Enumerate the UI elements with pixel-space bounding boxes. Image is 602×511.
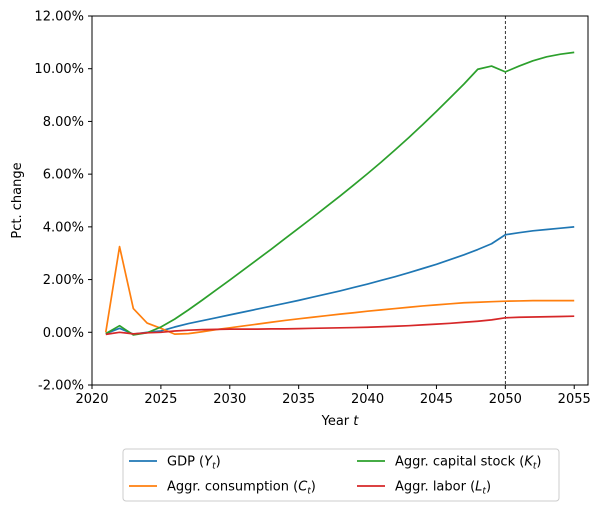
x-tick-label: 2055 <box>558 392 591 407</box>
y-axis-ticks: -2.00% 0.00% 2.00% 4.00% 6.00% 8.00% 10.00% 12.… <box>34 10 92 394</box>
legend-label: GDP (Yt) <box>167 455 221 472</box>
y-tick-label: 2.00% <box>43 273 84 288</box>
y-tick-label: 4.00% <box>43 220 84 235</box>
y-tick-label: 10.00% <box>34 62 84 77</box>
legend-label: Aggr. capital stock (Kt) <box>395 455 541 472</box>
x-tick-label: 2035 <box>282 392 315 407</box>
series-line-4 <box>105 315 575 336</box>
y-tick-label: 8.00% <box>43 115 84 130</box>
y-tick-label: 0.00% <box>43 326 84 341</box>
x-tick-label: 2025 <box>144 392 177 407</box>
x-tick-label: 2045 <box>420 392 453 407</box>
x-tick-label: 2050 <box>489 392 522 407</box>
legend-label: Aggr. consumption (Ct) <box>167 480 316 497</box>
series-line-2 <box>104 245 575 335</box>
y-tick-label: 6.00% <box>43 168 84 183</box>
legend: GDP (Yt) Aggr. consumption (Ct) Aggr. capi… <box>122 448 560 502</box>
y-axis-label: Pct. change <box>10 162 25 238</box>
x-axis-label: Year t <box>321 414 360 429</box>
x-axis-ticks: 2020 2025 2030 2035 2040 2045 2050 2055 <box>75 385 591 407</box>
legend-box <box>122 448 560 502</box>
y-tick-label: -2.00% <box>38 379 84 394</box>
legend-label: Aggr. labor (Lt) <box>395 480 491 497</box>
series-line-1 <box>105 226 575 335</box>
x-tick-label: 2030 <box>213 392 246 407</box>
series-lines <box>104 51 575 336</box>
x-tick-label: 2040 <box>351 392 384 407</box>
axes-frame <box>91 15 589 386</box>
series-line-3 <box>105 51 575 336</box>
x-tick-label: 2020 <box>75 392 108 407</box>
y-tick-label: 12.00% <box>34 10 84 25</box>
